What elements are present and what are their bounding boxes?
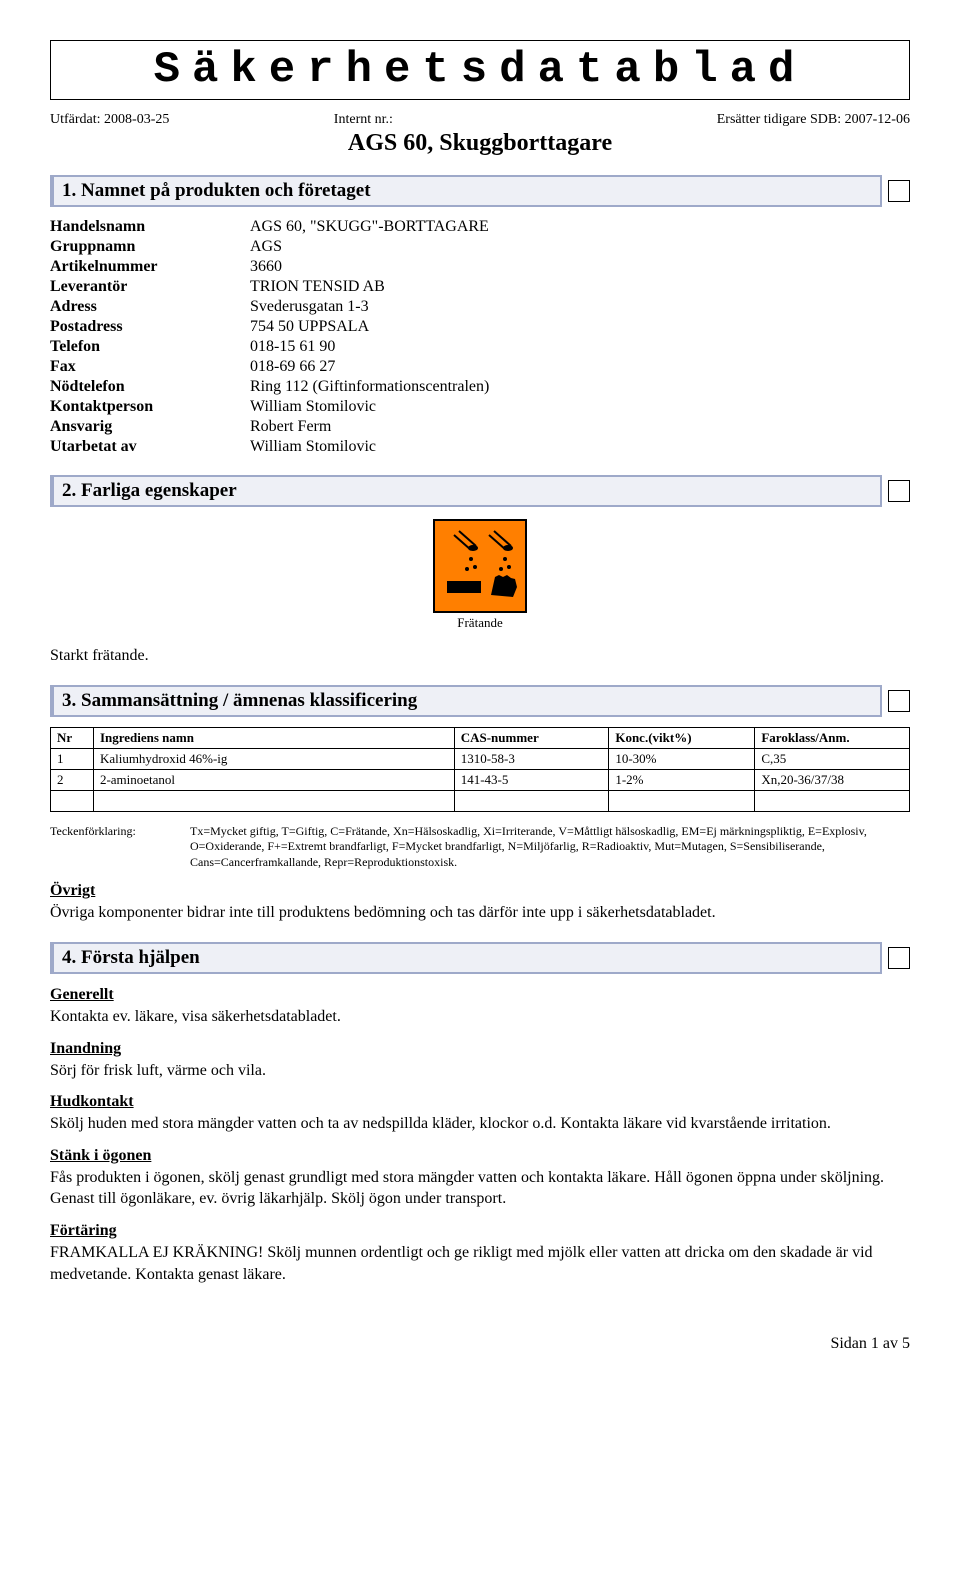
section-3-header: 3. Sammansättning / ämnenas klassificeri… xyxy=(50,685,910,717)
ingredients-cell: 10-30% xyxy=(609,748,755,769)
legend-label: Teckenförklaring: xyxy=(50,824,190,871)
first-aid-heading: Inandning xyxy=(50,1040,910,1058)
document-title: Säkerhetsdatablad xyxy=(50,40,910,100)
info-value: Svederusgatan 1-3 xyxy=(250,297,910,317)
ingredients-table: NrIngrediens namnCAS-nummerKonc.(vikt%)F… xyxy=(50,727,910,812)
ingredients-cell: 2-aminoetanol xyxy=(93,769,454,790)
info-value: 754 50 UPPSALA xyxy=(250,317,910,337)
section-4-checkbox xyxy=(888,947,910,969)
section-4-header: 4. Första hjälpen xyxy=(50,942,910,974)
legend-row: Teckenförklaring: Tx=Mycket giftig, T=Gi… xyxy=(50,824,910,871)
first-aid-heading: Hudkontakt xyxy=(50,1093,910,1111)
section-1-header: 1. Namnet på produkten och företaget xyxy=(50,175,910,207)
info-label: Artikelnummer xyxy=(50,257,250,277)
first-aid-text: Sörj för frisk luft, värme och vila. xyxy=(50,1060,910,1082)
info-value: Ring 112 (Giftinformationscentralen) xyxy=(250,377,910,397)
first-aid-text: FRAMKALLA EJ KRÄKNING! Skölj munnen orde… xyxy=(50,1242,910,1285)
ingredients-header: Nr xyxy=(51,727,94,748)
meta-replaces: Ersätter tidigare SDB: 2007-12-06 xyxy=(618,112,910,128)
section-3-title: 3. Sammansättning / ämnenas klassificeri… xyxy=(50,685,882,717)
section-2-title: 2. Farliga egenskaper xyxy=(50,475,882,507)
info-label: Postadress xyxy=(50,317,250,337)
meta-internal: Internt nr.: xyxy=(334,112,618,128)
info-row: Fax018-69 66 27 xyxy=(50,357,910,377)
info-row: HandelsnamnAGS 60, "SKUGG"-BORTTAGARE xyxy=(50,217,910,237)
ingredients-cell: Kaliumhydroxid 46%-ig xyxy=(93,748,454,769)
info-label: Utarbetat av xyxy=(50,437,250,457)
info-value: 018-15 61 90 xyxy=(250,337,910,357)
info-value: AGS 60, "SKUGG"-BORTTAGARE xyxy=(250,217,910,237)
info-label: Handelsnamn xyxy=(50,217,250,237)
ingredients-header: Konc.(vikt%) xyxy=(609,727,755,748)
ingredients-cell xyxy=(51,790,94,811)
first-aid-heading: Stänk i ögonen xyxy=(50,1147,910,1165)
ingredients-cell: 2 xyxy=(51,769,94,790)
info-label: Nödtelefon xyxy=(50,377,250,397)
ingredients-cell: 1-2% xyxy=(609,769,755,790)
info-value: TRION TENSID AB xyxy=(250,277,910,297)
product-name: AGS 60, Skuggborttagare xyxy=(50,130,910,157)
hazard-pictogram: Frätande xyxy=(433,519,527,631)
info-value: William Stomilovic xyxy=(250,397,910,417)
company-info-table: HandelsnamnAGS 60, "SKUGG"-BORTTAGAREGru… xyxy=(50,217,910,457)
info-row: NödtelefonRing 112 (Giftinformationscent… xyxy=(50,377,910,397)
ingredients-cell: 1 xyxy=(51,748,94,769)
first-aid-text: Skölj huden med stora mängder vatten och… xyxy=(50,1113,910,1135)
corrosive-icon xyxy=(433,519,527,613)
first-aid-heading: Generellt xyxy=(50,986,910,1004)
info-row: KontaktpersonWilliam Stomilovic xyxy=(50,397,910,417)
info-value: 018-69 66 27 xyxy=(250,357,910,377)
meta-row: Utfärdat: 2008-03-25 Internt nr.: Ersätt… xyxy=(50,112,910,128)
ingredients-cell: Xn,20-36/37/38 xyxy=(755,769,910,790)
info-label: Adress xyxy=(50,297,250,317)
info-label: Gruppnamn xyxy=(50,237,250,257)
first-aid-heading: Förtäring xyxy=(50,1222,910,1240)
ingredients-cell xyxy=(454,790,609,811)
info-value: William Stomilovic xyxy=(250,437,910,457)
info-row: Postadress754 50 UPPSALA xyxy=(50,317,910,337)
section-1-checkbox xyxy=(888,180,910,202)
info-row: GruppnamnAGS xyxy=(50,237,910,257)
info-value: AGS xyxy=(250,237,910,257)
ingredients-header: Ingrediens namn xyxy=(93,727,454,748)
info-row: Artikelnummer3660 xyxy=(50,257,910,277)
ovrigt-text: Övriga komponenter bidrar inte till prod… xyxy=(50,902,910,924)
meta-issued: Utfärdat: 2008-03-25 xyxy=(50,112,334,128)
ingredients-cell xyxy=(609,790,755,811)
first-aid-text: Fås produkten i ögonen, skölj genast gru… xyxy=(50,1167,910,1210)
ingredients-header: CAS-nummer xyxy=(454,727,609,748)
info-row: Utarbetat avWilliam Stomilovic xyxy=(50,437,910,457)
ingredients-row xyxy=(51,790,910,811)
ingredients-row: 1Kaliumhydroxid 46%-ig1310-58-310-30%C,3… xyxy=(51,748,910,769)
info-label: Leverantör xyxy=(50,277,250,297)
section-2-body: Starkt frätande. xyxy=(50,645,910,667)
info-row: LeverantörTRION TENSID AB xyxy=(50,277,910,297)
first-aid-text: Kontakta ev. läkare, visa säkerhetsdatab… xyxy=(50,1006,910,1028)
info-label: Kontaktperson xyxy=(50,397,250,417)
ingredients-header: Faroklass/Anm. xyxy=(755,727,910,748)
ingredients-row: 22-aminoetanol141-43-51-2%Xn,20-36/37/38 xyxy=(51,769,910,790)
info-row: AnsvarigRobert Ferm xyxy=(50,417,910,437)
page-footer: Sidan 1 av 5 xyxy=(50,1335,910,1353)
ingredients-cell: 1310-58-3 xyxy=(454,748,609,769)
legend-text: Tx=Mycket giftig, T=Giftig, C=Frätande, … xyxy=(190,824,910,871)
ovrigt-heading: Övrigt xyxy=(50,882,910,900)
info-row: Telefon018-15 61 90 xyxy=(50,337,910,357)
info-label: Fax xyxy=(50,357,250,377)
ingredients-cell xyxy=(93,790,454,811)
ingredients-cell: 141-43-5 xyxy=(454,769,609,790)
section-2-checkbox xyxy=(888,480,910,502)
hazard-caption: Frätande xyxy=(433,615,527,631)
info-value: 3660 xyxy=(250,257,910,277)
section-4-title: 4. Första hjälpen xyxy=(50,942,882,974)
info-label: Telefon xyxy=(50,337,250,357)
info-row: AdressSvederusgatan 1-3 xyxy=(50,297,910,317)
section-1-title: 1. Namnet på produkten och företaget xyxy=(50,175,882,207)
info-label: Ansvarig xyxy=(50,417,250,437)
section-2-header: 2. Farliga egenskaper xyxy=(50,475,910,507)
ingredients-cell: C,35 xyxy=(755,748,910,769)
section-3-checkbox xyxy=(888,690,910,712)
ingredients-cell xyxy=(755,790,910,811)
info-value: Robert Ferm xyxy=(250,417,910,437)
